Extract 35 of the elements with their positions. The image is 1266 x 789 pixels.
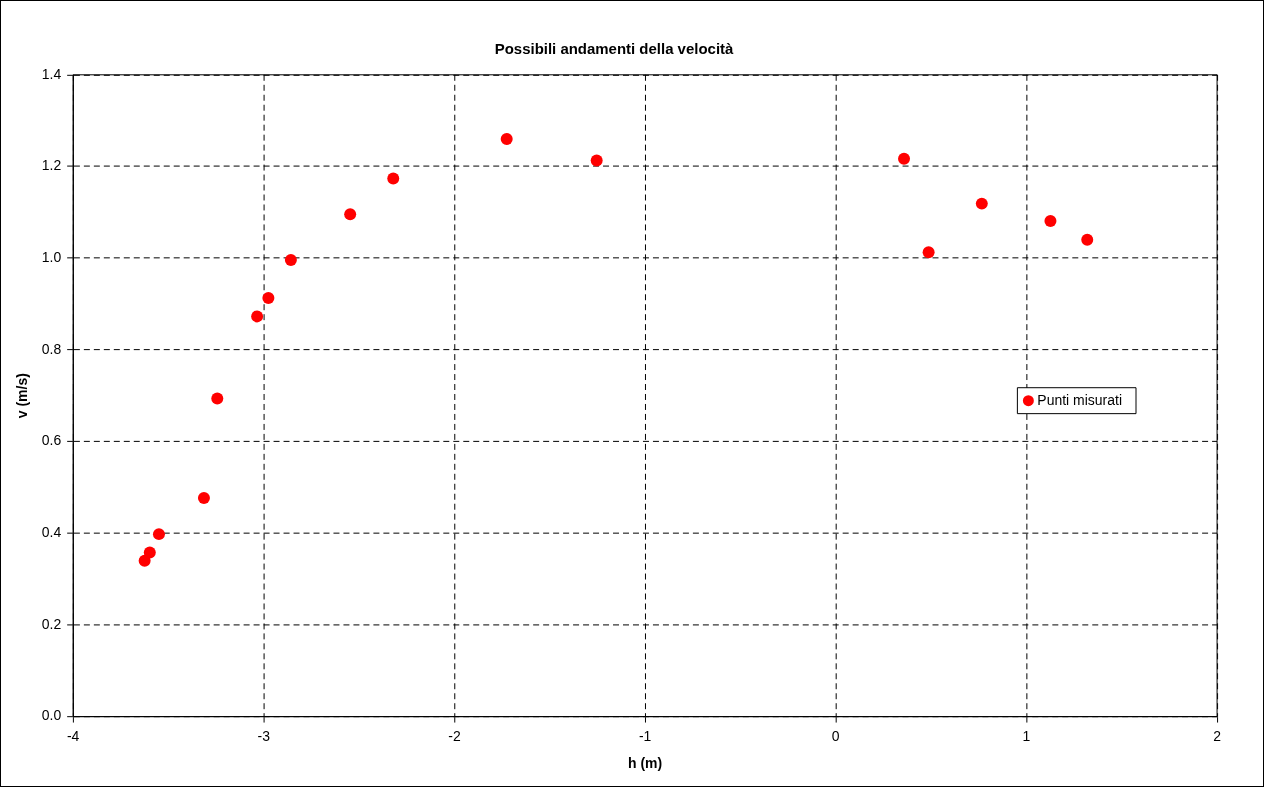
point xyxy=(143,546,156,559)
y-tick-label: 0.6 xyxy=(41,432,62,449)
x-tick-label: -1 xyxy=(638,727,652,744)
point xyxy=(590,154,603,167)
point xyxy=(197,491,210,504)
x-tick-label: -4 xyxy=(66,727,80,744)
point xyxy=(284,254,297,266)
point xyxy=(1081,233,1094,246)
point xyxy=(975,197,988,210)
y-tick-label: 1.4 xyxy=(41,65,62,82)
point xyxy=(152,528,165,541)
point xyxy=(211,392,224,405)
point xyxy=(251,310,264,323)
y-tick-label: 0.4 xyxy=(41,524,62,541)
y-axis-title: v (m/s) xyxy=(14,373,31,419)
point xyxy=(387,172,400,185)
y-tick-label: 0.8 xyxy=(41,340,62,357)
legend-label: Punti misurati xyxy=(1037,391,1123,408)
x-axis-title: h (m) xyxy=(628,754,663,771)
point xyxy=(344,208,357,221)
point xyxy=(262,292,275,305)
point xyxy=(898,152,911,165)
point xyxy=(922,246,935,259)
x-tick-label: 0 xyxy=(831,727,840,744)
point xyxy=(500,133,513,145)
x-tick-label: -3 xyxy=(257,727,271,744)
y-tick-label: 1.0 xyxy=(41,249,62,266)
y-tick-label: 0.2 xyxy=(41,615,62,632)
x-tick-label: -2 xyxy=(448,727,461,744)
x-tick-label: 1 xyxy=(1022,727,1031,744)
point xyxy=(1044,215,1057,228)
y-tick-label: 0.0 xyxy=(41,707,62,724)
y-tick-label: 1.2 xyxy=(41,157,62,174)
x-tick-label: 2 xyxy=(1213,727,1222,744)
chart-title: Possibili andamenti della velocità xyxy=(494,40,735,57)
